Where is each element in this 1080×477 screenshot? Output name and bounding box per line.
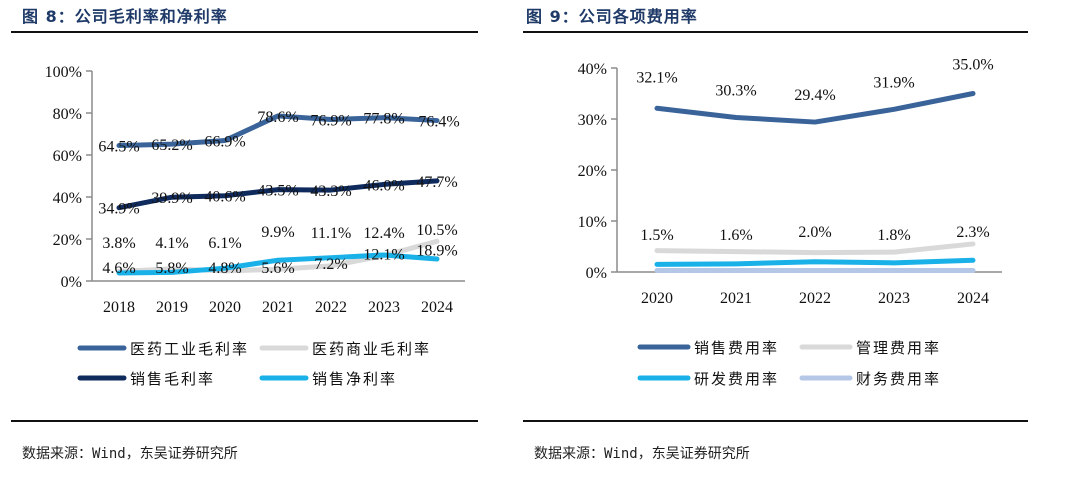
- data-label: 10.5%: [416, 222, 457, 239]
- legend-item: 医药商业毛利率: [259, 340, 431, 358]
- data-label: 76.9%: [310, 113, 351, 130]
- data-label: 3.8%: [102, 235, 135, 252]
- data-label: 31.9%: [873, 74, 914, 91]
- bottom-rule: [11, 420, 478, 422]
- data-label: 32.1%: [636, 69, 677, 86]
- x-tick-label: 2019: [156, 299, 188, 316]
- y-tick-label: 30%: [578, 112, 607, 129]
- data-label: 29.4%: [794, 87, 835, 104]
- data-label: 34.9%: [98, 201, 139, 218]
- data-label: 5.8%: [155, 260, 188, 277]
- chart-title: 图 8：公司毛利率和净利率: [22, 7, 228, 26]
- series-line-1: [654, 91, 976, 125]
- data-label: 43.3%: [310, 183, 351, 200]
- y-tick-label: 40%: [53, 190, 82, 207]
- series-line-1: [116, 113, 440, 149]
- legend-label: 医药工业毛利率: [130, 340, 249, 358]
- data-label: 46.0%: [363, 177, 404, 194]
- legend-item: 管理费用率: [799, 339, 941, 357]
- x-tick-label: 2024: [421, 299, 453, 316]
- x-tick-label: 2020: [641, 290, 673, 307]
- data-label: 9.9%: [261, 224, 294, 241]
- data-label: 64.5%: [98, 139, 139, 156]
- source-note: 数据来源：Wind，东吴证券研究所: [22, 446, 238, 462]
- expense-ratio-chart: 0% 10% 20% 30% 40% 2020 2021 2022 2023 2024 32.1% 3…: [578, 57, 1002, 388]
- legend-label: 财务费用率: [856, 370, 941, 388]
- source-note: 数据来源：Wind，东吴证券研究所: [534, 446, 750, 462]
- data-label: 1.8%: [877, 227, 910, 244]
- title-rule: [523, 31, 1028, 33]
- bottom-rule: [523, 420, 1028, 422]
- legend-item: 医药工业毛利率: [77, 340, 249, 358]
- series-line-3: [116, 178, 440, 211]
- data-label: 4.1%: [155, 235, 188, 252]
- data-label: 76.4%: [418, 114, 459, 131]
- data-label: 12.1%: [363, 247, 404, 264]
- data-label: 4.6%: [102, 260, 135, 277]
- x-tick-label: 2018: [103, 299, 135, 316]
- legend-item: 销售费用率: [637, 339, 779, 357]
- series-line-3: [654, 257, 976, 267]
- data-label: 12.4%: [363, 225, 404, 242]
- y-tick-label: 10%: [578, 214, 607, 231]
- legend-item: 研发费用率: [637, 370, 779, 388]
- x-tick-label: 2023: [878, 290, 910, 307]
- x-tick-label: 2022: [799, 290, 831, 307]
- x-tick-label: 2020: [209, 299, 241, 316]
- legend-label: 销售毛利率: [130, 370, 215, 388]
- data-label: 39.9%: [151, 190, 192, 207]
- series-line-4: [116, 252, 440, 276]
- data-label: 35.0%: [952, 57, 993, 74]
- data-label: 78.6%: [257, 109, 298, 126]
- data-label: 1.6%: [719, 227, 752, 244]
- title-rule: [11, 31, 478, 33]
- x-tick-label: 2024: [957, 290, 989, 307]
- data-label: 4.8%: [208, 260, 241, 277]
- data-label: 18.9%: [416, 242, 457, 259]
- data-label: 47.7%: [416, 174, 457, 191]
- x-tick-label: 2023: [368, 299, 400, 316]
- data-label: 43.5%: [257, 183, 298, 200]
- data-label: 11.1%: [311, 225, 352, 242]
- data-label: 5.6%: [261, 260, 294, 277]
- legend-label: 研发费用率: [694, 370, 779, 388]
- y-tick-label: 0%: [586, 265, 607, 282]
- y-tick-label: 80%: [53, 106, 82, 123]
- y-tick-label: 20%: [578, 163, 607, 180]
- legend-item: 销售净利率: [259, 370, 397, 388]
- left-panel: 图 8：公司毛利率和净利率 0% 20% 40% 60% 80% 100% 2018 2019…: [11, 7, 478, 462]
- legend-label: 管理费用率: [856, 339, 941, 357]
- data-label: 77.8%: [363, 111, 404, 128]
- y-tick-label: 100%: [45, 64, 82, 81]
- chart-title: 图 9：公司各项费用率: [526, 7, 698, 26]
- legend-label: 销售费用率: [694, 339, 779, 357]
- data-label: 6.1%: [208, 235, 241, 252]
- x-tick-label: 2021: [262, 299, 294, 316]
- gross-net-margin-chart: 0% 20% 40% 60% 80% 100% 2018 2019 2020 2021 2022 20…: [45, 64, 465, 388]
- data-label: 7.2%: [314, 256, 347, 273]
- legend-item: 销售毛利率: [77, 370, 215, 388]
- right-panel: 图 9：公司各项费用率 0% 10% 20% 30% 40% 2020 2021 2022 20…: [520, 0, 1080, 477]
- y-tick-label: 40%: [578, 61, 607, 78]
- data-label: 40.6%: [204, 189, 245, 206]
- data-label: 2.3%: [956, 224, 989, 241]
- series-line-2: [654, 241, 976, 256]
- data-label: 2.0%: [798, 224, 831, 241]
- data-label: 65.2%: [151, 137, 192, 154]
- x-tick-label: 2021: [720, 290, 752, 307]
- legend-item: 财务费用率: [799, 370, 941, 388]
- data-label: 30.3%: [715, 82, 756, 99]
- data-label: 1.5%: [640, 227, 673, 244]
- y-tick-label: 20%: [53, 232, 82, 249]
- legend-label: 医药商业毛利率: [312, 340, 431, 358]
- data-label: 66.9%: [204, 134, 245, 151]
- y-tick-label: 0%: [61, 274, 82, 291]
- legend-label: 销售净利率: [312, 370, 397, 388]
- y-tick-label: 60%: [53, 148, 82, 165]
- x-tick-label: 2022: [315, 299, 347, 316]
